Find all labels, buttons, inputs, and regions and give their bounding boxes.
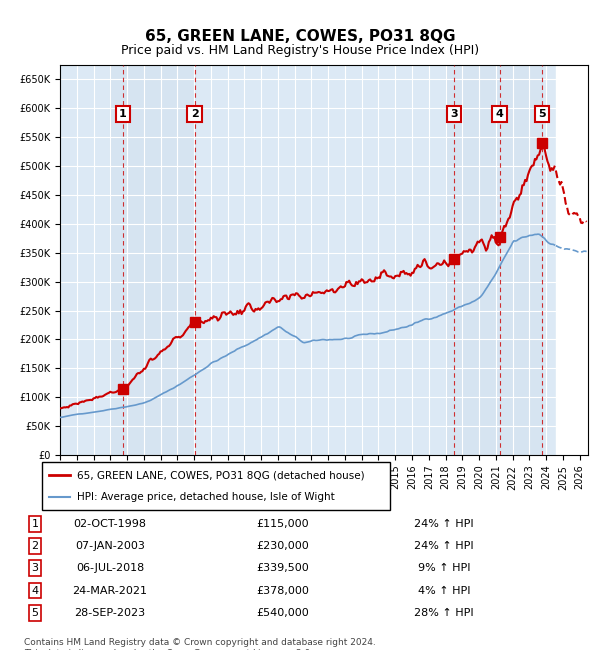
Text: 3: 3: [450, 109, 458, 119]
Text: 24% ↑ HPI: 24% ↑ HPI: [414, 519, 474, 529]
Text: £230,000: £230,000: [256, 541, 309, 551]
Text: 4: 4: [496, 109, 503, 119]
Bar: [110, 65, 194, 455]
Text: 65, GREEN LANE, COWES, PO31 8QG: 65, GREEN LANE, COWES, PO31 8QG: [145, 29, 455, 44]
Text: £540,000: £540,000: [256, 608, 309, 617]
Text: 28% ↑ HPI: 28% ↑ HPI: [414, 608, 474, 617]
Bar: [556, 65, 588, 455]
Text: Contains HM Land Registry data © Crown copyright and database right 2024.
This d: Contains HM Land Registry data © Crown c…: [24, 638, 376, 650]
Text: £378,000: £378,000: [256, 586, 309, 595]
Text: 02-OCT-1998: 02-OCT-1998: [73, 519, 146, 529]
Text: 24% ↑ HPI: 24% ↑ HPI: [414, 541, 474, 551]
Text: £115,000: £115,000: [256, 519, 309, 529]
Text: 3: 3: [32, 564, 38, 573]
Text: £339,500: £339,500: [256, 564, 309, 573]
Text: 07-JAN-2003: 07-JAN-2003: [75, 541, 145, 551]
Text: 4% ↑ HPI: 4% ↑ HPI: [418, 586, 470, 595]
Text: Price paid vs. HM Land Registry's House Price Index (HPI): Price paid vs. HM Land Registry's House …: [121, 44, 479, 57]
Text: 2: 2: [191, 109, 199, 119]
FancyBboxPatch shape: [42, 462, 390, 510]
Text: 5: 5: [32, 608, 38, 617]
Text: 24-MAR-2021: 24-MAR-2021: [73, 586, 148, 595]
Text: 9% ↑ HPI: 9% ↑ HPI: [418, 564, 470, 573]
Text: 28-SEP-2023: 28-SEP-2023: [74, 608, 145, 617]
Bar: [556, 65, 588, 455]
Text: 65, GREEN LANE, COWES, PO31 8QG (detached house): 65, GREEN LANE, COWES, PO31 8QG (detache…: [77, 470, 364, 480]
Text: 5: 5: [538, 109, 545, 119]
Text: HPI: Average price, detached house, Isle of Wight: HPI: Average price, detached house, Isle…: [77, 491, 335, 502]
Text: 06-JUL-2018: 06-JUL-2018: [76, 564, 144, 573]
Text: 4: 4: [31, 586, 38, 595]
Text: 1: 1: [119, 109, 127, 119]
Text: 1: 1: [32, 519, 38, 529]
Bar: [446, 65, 542, 455]
Text: 2: 2: [31, 541, 38, 551]
